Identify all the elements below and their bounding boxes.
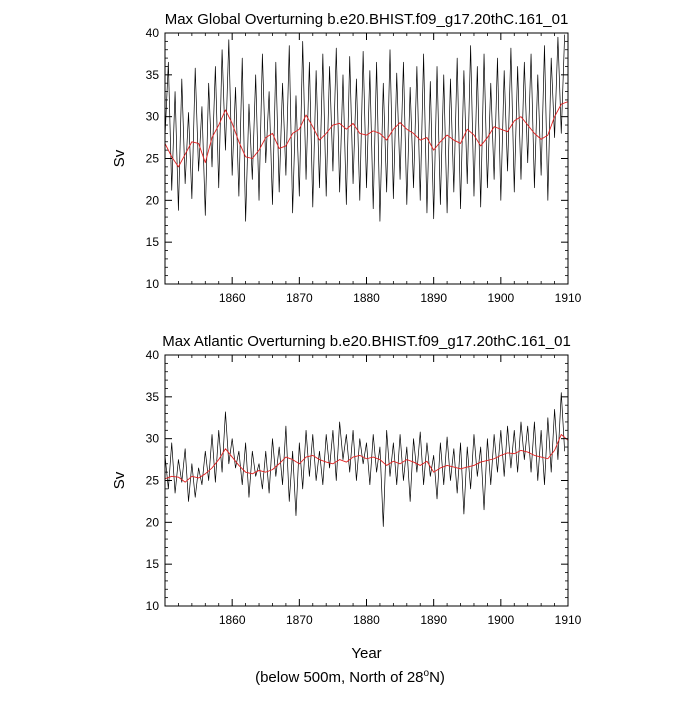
x-tick-label: 1890 — [420, 613, 447, 627]
x-tick-label: 1880 — [353, 613, 380, 627]
x-tick-label: 1900 — [487, 291, 514, 305]
x-tick-label: 1860 — [219, 291, 246, 305]
y-tick-label: 10 — [146, 599, 160, 613]
y-axis-label: Sv — [111, 471, 128, 489]
series-line-monthly — [165, 34, 565, 222]
series-line-smoothed — [165, 101, 568, 168]
y-tick-label: 35 — [146, 390, 160, 404]
x-axis-label: Year — [351, 645, 381, 662]
x-tick-label: 1890 — [420, 291, 447, 305]
chart-title: Max Atlantic Overturning b.e20.BHIST.f09… — [162, 333, 571, 350]
x-tick-label: 1870 — [286, 613, 313, 627]
x-tick-label: 1910 — [555, 613, 582, 627]
y-tick-label: 25 — [146, 152, 160, 166]
x-tick-label: 1880 — [353, 291, 380, 305]
x-tick-label: 1910 — [555, 291, 582, 305]
y-tick-label: 20 — [146, 515, 160, 529]
chart-title: Max Global Overturning b.e20.BHIST.f09_g… — [165, 11, 569, 28]
footer-note-prefix: (below 500m, North of 28 — [255, 669, 424, 686]
panel-global-overturning: Max Global Overturning b.e20.BHIST.f09_g… — [111, 11, 582, 305]
y-tick-label: 40 — [146, 348, 160, 362]
x-tick-label: 1900 — [487, 613, 514, 627]
y-tick-label: 30 — [146, 110, 160, 124]
y-tick-label: 20 — [146, 193, 160, 207]
footer-note-suffix: N) — [429, 669, 445, 686]
x-tick-label: 1870 — [286, 291, 313, 305]
y-tick-label: 10 — [146, 277, 160, 291]
y-axis-label: Sv — [111, 149, 128, 167]
series-line-smoothed — [165, 434, 568, 483]
y-tick-label: 15 — [146, 557, 160, 571]
series-line-monthly — [165, 392, 565, 527]
plot-frame — [164, 354, 569, 607]
footer-note: (below 500m, North of 28oN) — [0, 668, 700, 686]
y-tick-label: 15 — [146, 235, 160, 249]
y-tick-label: 25 — [146, 474, 160, 488]
y-tick-label: 40 — [146, 26, 160, 40]
y-tick-label: 35 — [146, 68, 160, 82]
x-tick-label: 1860 — [219, 613, 246, 627]
footer-note-degree: o — [423, 668, 430, 679]
y-tick-label: 30 — [146, 432, 160, 446]
series-group — [165, 34, 568, 222]
series-group — [165, 392, 568, 527]
panel-atlantic-overturning: Max Atlantic Overturning b.e20.BHIST.f09… — [111, 333, 582, 662]
